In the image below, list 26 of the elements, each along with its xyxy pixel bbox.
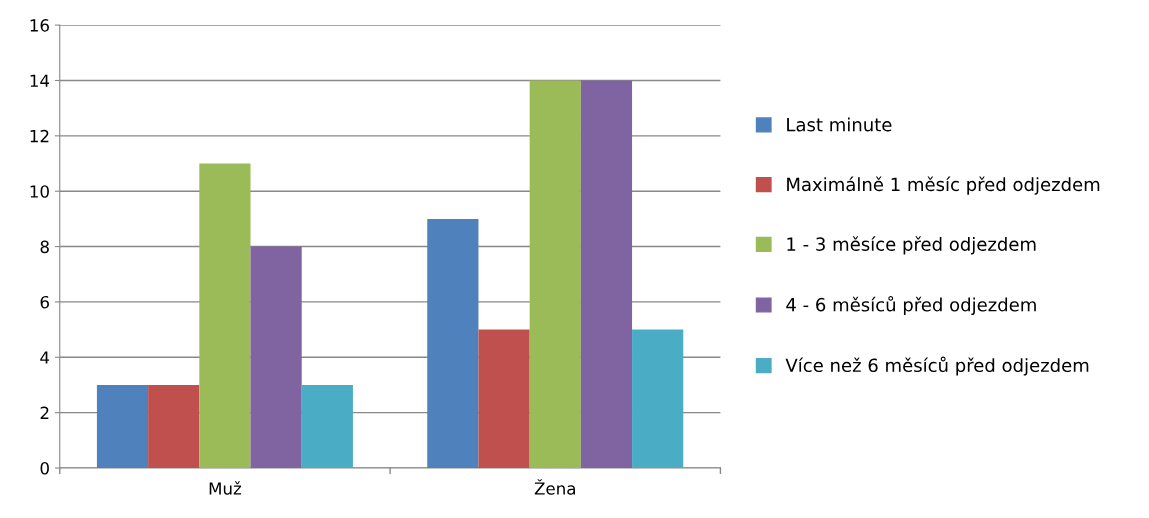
bar — [301, 384, 353, 469]
x-tick-label: Muž — [209, 481, 242, 495]
bar — [96, 384, 149, 469]
y-tick-label: 6 — [40, 295, 49, 309]
x-tick-label: Žena — [534, 479, 575, 495]
bar — [632, 329, 684, 469]
bar — [478, 329, 530, 469]
y-tick-label: 0 — [40, 461, 49, 475]
bar — [199, 163, 251, 469]
legend-label: 4 - 6 měsíců před odjezdem — [786, 295, 1036, 316]
y-tick-label: 14 — [30, 74, 50, 87]
legend-label: Více než 6 měsíců před odjezdem — [785, 356, 1089, 376]
y-tick-label: 16 — [30, 19, 49, 32]
y-tick-label: 12 — [30, 129, 49, 143]
y-tick-label: 2 — [40, 406, 49, 419]
y-tick-label: 10 — [30, 185, 49, 198]
bar — [580, 80, 633, 469]
legend-label: Last minute — [787, 117, 892, 132]
y-tick-label: 8 — [40, 240, 49, 254]
bar — [250, 246, 302, 469]
legend-label: Maximálně 1 měsíc před odjezdem — [787, 176, 1100, 195]
legend-label: 1 - 3 měsíce před odjezdem — [787, 236, 1036, 255]
bar — [529, 80, 581, 469]
y-tick-label: 4 — [40, 351, 50, 364]
bar — [427, 218, 479, 469]
bar — [148, 384, 200, 469]
